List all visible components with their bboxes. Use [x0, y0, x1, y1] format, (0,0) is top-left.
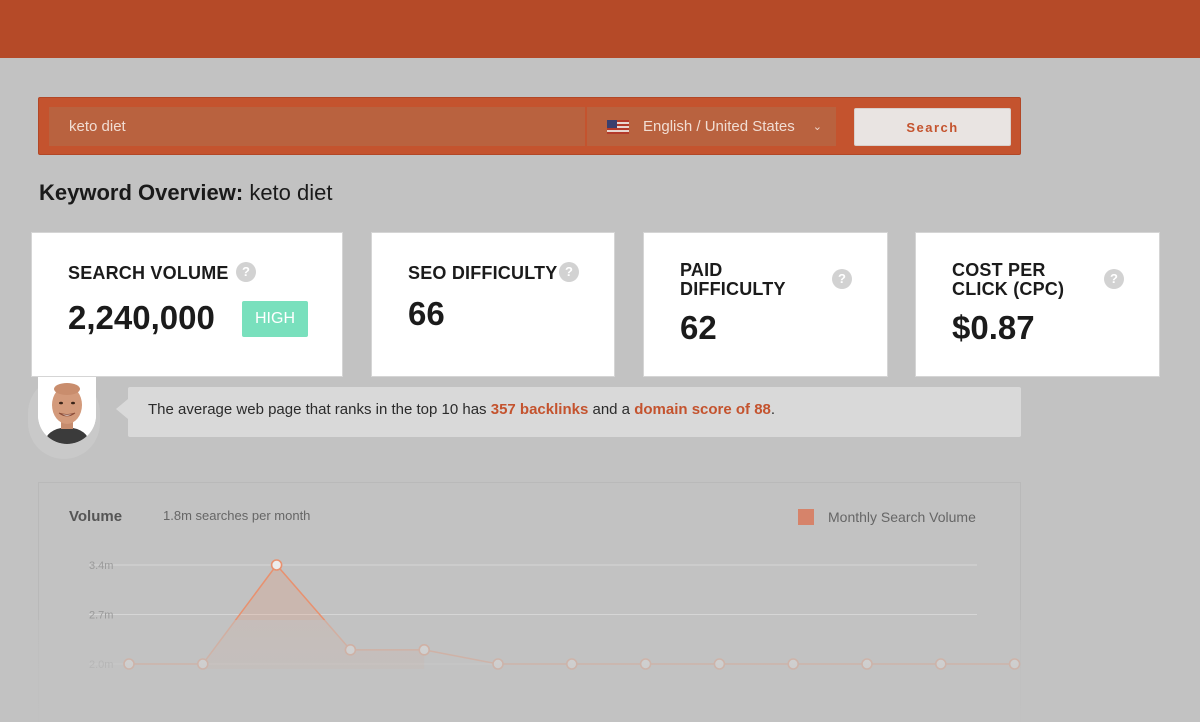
language-label: English / United States	[643, 118, 795, 135]
data-point[interactable]	[565, 658, 578, 670]
seo-difficulty-title: SEO DIFFICULTY	[408, 263, 558, 283]
data-point[interactable]	[861, 658, 873, 670]
paid-difficulty-card: PAID DIFFICULTY ? 62	[643, 232, 888, 377]
search-volume-title: SEARCH VOLUME	[68, 263, 229, 283]
chart-title: Volume	[69, 508, 123, 525]
chart-subtitle: 1.8m searches per month	[163, 508, 311, 523]
backlinks-highlight: 357 backlinks	[490, 401, 589, 418]
paid-difficulty-title-line1: PAID	[680, 260, 723, 280]
data-point[interactable]	[1008, 658, 1021, 670]
paid-difficulty-help-icon[interactable]: ?	[832, 269, 852, 289]
data-point[interactable]	[270, 559, 283, 571]
search-volume-help-icon[interactable]: ?	[236, 262, 256, 282]
seo-difficulty-value: 66	[408, 295, 445, 332]
page-title: Keyword Overview: keto diet	[39, 180, 332, 206]
data-point[interactable]	[418, 644, 431, 656]
data-point[interactable]	[639, 658, 652, 670]
tip-middle: and a	[588, 401, 635, 418]
page-title-keyword: keto diet	[249, 180, 333, 205]
keyword-input[interactable]	[49, 107, 585, 146]
legend-swatch	[798, 509, 814, 525]
page-title-label: Keyword Overview:	[39, 180, 244, 205]
us-flag-icon	[607, 119, 629, 134]
seo-difficulty-card: SEO DIFFICULTY ? 66	[371, 232, 615, 377]
series-area	[202, 565, 425, 669]
data-point[interactable]	[197, 658, 209, 670]
search-volume-card: SEARCH VOLUME ? 2,240,000 HIGH	[31, 232, 343, 377]
paid-difficulty-value: 62	[680, 309, 717, 346]
cpc-title-line1: COST PER	[952, 260, 1046, 280]
data-point[interactable]	[492, 658, 504, 670]
cpc-title-line2: CLICK (CPC)	[952, 279, 1065, 299]
tip-text: The average web page that ranks in the t…	[148, 401, 775, 418]
person-portrait-icon	[38, 377, 96, 444]
data-point[interactable]	[934, 658, 947, 670]
top-nav-bar	[0, 0, 1200, 58]
avatar	[38, 377, 96, 444]
cpc-value: $0.87	[952, 309, 1035, 346]
y-tick-label: 2.0m	[89, 659, 113, 671]
data-point[interactable]	[787, 658, 800, 670]
volume-level-badge: HIGH	[242, 301, 308, 337]
paid-difficulty-title-line2: DIFFICULTY	[680, 279, 786, 299]
data-point[interactable]	[713, 658, 726, 670]
volume-line-chart: 3.4m 2.7m 2.0m	[89, 559, 1021, 671]
chevron-down-icon: ⌄	[812, 121, 822, 133]
keyword-search-bar: English / United States ⌄ Search	[38, 97, 1021, 155]
domain-score-highlight: domain score of 88	[634, 401, 771, 418]
data-point[interactable]	[344, 644, 357, 656]
language-select[interactable]: English / United States ⌄	[587, 107, 836, 146]
seo-difficulty-help-icon[interactable]: ?	[559, 262, 579, 282]
volume-chart-panel: Volume 1.8m searches per month Monthly S…	[38, 482, 1021, 722]
tip-bubble: The average web page that ranks in the t…	[116, 387, 1021, 437]
search-button[interactable]: Search	[854, 108, 1011, 146]
y-tick-label: 2.7m	[89, 610, 113, 622]
tip-suffix: .	[770, 401, 776, 418]
search-volume-value: 2,240,000	[68, 299, 215, 336]
legend-label: Monthly Search Volume	[828, 509, 976, 525]
cpc-help-icon[interactable]: ?	[1104, 269, 1124, 289]
data-point[interactable]	[123, 658, 135, 670]
chart-legend[interactable]: Monthly Search Volume	[798, 509, 976, 525]
tip-prefix: The average web page that ranks in the t…	[148, 401, 491, 418]
cpc-card: COST PER CLICK (CPC) ? $0.87	[915, 232, 1160, 377]
y-tick-label: 3.4m	[89, 560, 113, 572]
